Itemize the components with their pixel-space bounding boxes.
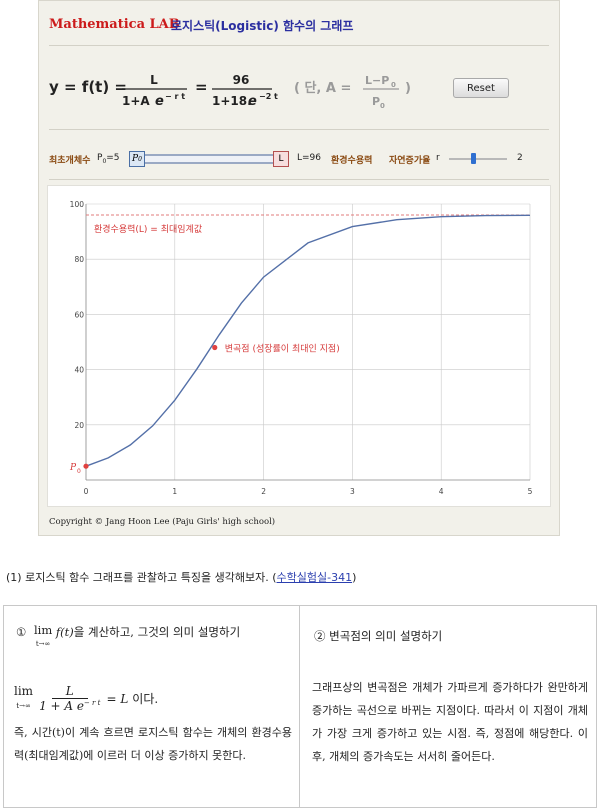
l-slider-handle[interactable]: L [273,151,289,167]
inflection-point [212,344,218,351]
x-tick-label: 5 [528,487,533,496]
r-value: 2 [517,153,523,163]
lab-link[interactable]: 수학실험실-341 [276,571,353,584]
divider-plot [49,179,549,180]
x-tick-label: 1 [172,487,177,496]
x-tick-label: 3 [350,487,355,496]
logistic-formula: y = f(t) = L 1+A e − r t = 96 1+18. e −2… [49,73,411,110]
question-number: (1) [6,571,22,584]
reset-button[interactable]: Reset [453,78,509,98]
formula-note-open: ( 단, A = [294,80,351,96]
p0-label: 최초개체수 [49,156,91,166]
formula-note-close: ) [405,81,411,96]
l-label: 환경수용력 [331,156,373,166]
inflection-annotation: 변곡점 (성장률이 최대인 지점) [225,343,340,355]
formula-e: e [155,94,164,109]
formula-lhs: y = f(t) = [49,78,127,96]
left-equation: lim t→∞ L 1 + A e− r t = L 이다. [14,683,159,713]
question-line: (1) 로지스틱 함수 그래프를 관찰하고 특징을 생각해보자. (수학실험실-… [6,571,357,584]
r-slider-track[interactable] [449,158,507,160]
left-heading: ① lim t→∞ f(t)을 계산하고, 그것의 의미 설명하기 [16,623,241,648]
divider-top [49,45,549,46]
r-slider-knob[interactable] [471,153,476,164]
p0-l-range-track[interactable] [145,154,273,164]
left-body: 즉, 시간(t)이 계속 흐르면 로지스틱 함수는 개체의 환경수용력(최대임계… [14,726,292,762]
x-tick-label: 0 [84,487,89,496]
asymptote-annotation: 환경수용력(L) = 최대임계값 [94,223,202,235]
formula-exp2: −2 t [259,92,278,101]
formula-num2: 96 [233,73,250,87]
y-tick-label: 20 [74,421,84,430]
answer-left-column: ① lim t→∞ f(t)을 계산하고, 그것의 의미 설명하기 lim t→∞ … [4,606,300,807]
formula-den2: 1+18. [212,94,252,108]
copyright-text: Copyright © Jang Hoon Lee (Paju Girls' h… [49,517,276,527]
answer-table: ① lim t→∞ f(t)을 계산하고, 그것의 의미 설명하기 lim t→∞ … [3,605,597,808]
y-tick-label: 40 [74,366,84,375]
p0-point [83,463,89,469]
y-tick-label: 60 [74,310,84,319]
right-heading: ② 변곡점의 의미 설명하기 [314,629,443,643]
r-label: 자연증가율 [389,156,431,166]
divider-mid [49,129,549,130]
logistic-curve [85,214,531,467]
formula-note-num: L−P [365,74,389,87]
mathematica-panel: Mathematica LAB 로지스틱(Logistic) 함수의 그래프 y… [38,0,560,536]
p0-marker-sub: 0 [77,468,81,475]
panel-subtitle: 로지스틱(Logistic) 함수의 그래프 [171,19,354,33]
formula-num: L [150,73,158,87]
formula-note-num-sub: 0 [391,81,396,89]
p0-marker-label: P [69,463,77,473]
y-tick-label: 80 [74,255,84,264]
answer-right-column: ② 변곡점의 의미 설명하기 그래프상의 변곡점은 개체가 가파르게 증가하다가… [300,606,596,807]
formula-eq: = [195,78,208,96]
l-value: L=96 [297,153,322,163]
brand-title: Mathematica LAB [49,17,180,32]
formula-note-den: P [372,95,380,108]
formula-exp: − r t [165,92,185,101]
formula-e2: e [248,94,257,109]
question-text: 로지스틱 함수 그래프를 관찰하고 특징을 생각해보자. [25,571,269,584]
x-tick-label: 2 [261,487,266,496]
y-tick-label: 100 [70,200,85,209]
x-tick-label: 4 [439,487,444,496]
p0-value: P0=5 [97,153,120,165]
r-prefix: r [436,153,440,163]
formula-note-den-sub: 0 [380,102,385,110]
formula-den-a: 1+A [122,94,150,108]
right-body: 그래프상의 변곡점은 개체가 가파르게 증가하다가 완만하게 증가하는 곡선으로… [312,681,588,763]
